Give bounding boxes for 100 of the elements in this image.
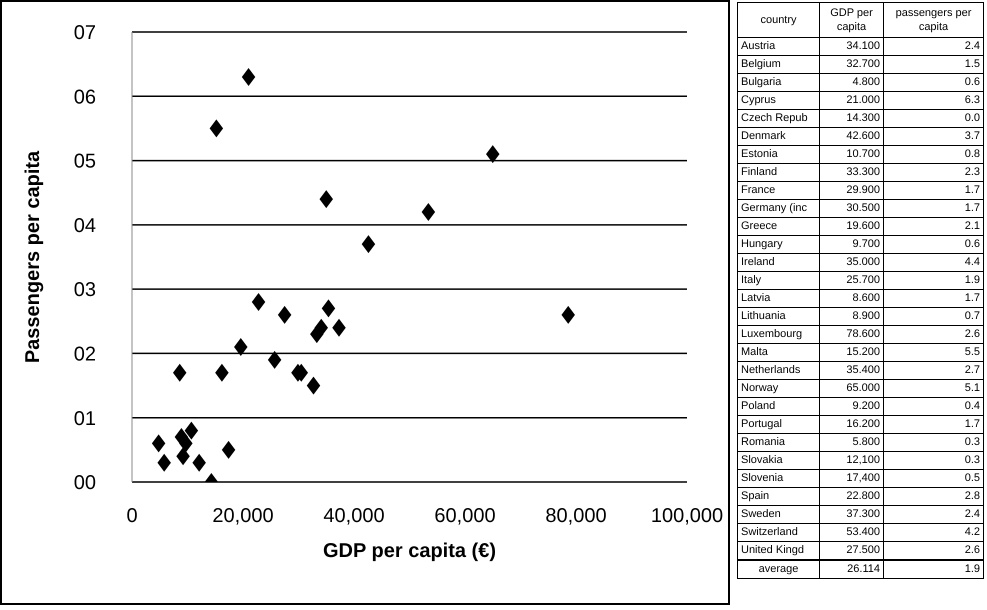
point: [422, 203, 436, 221]
y-tick-label: 01: [74, 408, 96, 430]
point: [192, 454, 206, 472]
text: 1.9: [884, 560, 984, 578]
point: [320, 190, 333, 208]
y-axis-title: Passengers per capita: [22, 150, 44, 364]
text: country: [738, 2, 820, 38]
text: 8.900: [820, 308, 884, 326]
text: United Kingd: [738, 542, 820, 560]
x-axis-title: GDP per capita (€): [322, 540, 496, 562]
x-tick-label: 100,000: [650, 505, 724, 527]
text: 6.3: [884, 92, 984, 110]
x-tick-label: 0: [126, 505, 138, 527]
text: 2.8: [884, 488, 984, 506]
text: passengers per capita: [884, 2, 984, 38]
point: [174, 428, 188, 446]
text: 0.4: [884, 398, 984, 416]
text: Spain: [738, 488, 820, 506]
text: 10.700: [820, 146, 884, 164]
text: Slovenia: [738, 470, 820, 488]
point: [332, 318, 346, 337]
text: 37.300: [820, 506, 884, 524]
point: [310, 325, 324, 344]
text: average: [738, 560, 820, 578]
point: [306, 376, 320, 395]
text: Ireland: [738, 254, 820, 272]
point: [210, 119, 224, 138]
text: Luxembourg: [738, 326, 820, 344]
text: 4.2: [884, 524, 984, 542]
text: 2.6: [884, 542, 984, 560]
y-tick-label: 04: [74, 214, 96, 237]
point: [278, 306, 292, 324]
text: 5.5: [884, 344, 984, 362]
text: Belgium: [738, 56, 820, 74]
text: France: [738, 182, 820, 200]
text: Greece: [738, 218, 820, 236]
text: 21.000: [820, 92, 884, 110]
y-tick-label: 02: [74, 344, 96, 366]
text: Poland: [738, 398, 820, 416]
text: 0.3: [884, 452, 984, 470]
x-tick-label: 60,000: [434, 505, 496, 527]
text: 53.400: [820, 524, 884, 542]
text: 42.600: [820, 128, 884, 146]
text: Cyprus: [738, 92, 820, 110]
text: 0.5: [884, 470, 984, 488]
point: [215, 364, 229, 382]
text: 3.7: [884, 128, 984, 146]
text: Slovakia: [738, 452, 820, 470]
text: 1.9: [884, 272, 984, 290]
text: 14.300: [820, 110, 884, 128]
text: 2.6: [884, 326, 984, 344]
x-tick-label: 40,000: [323, 505, 385, 527]
text: Netherlands: [738, 362, 820, 380]
text: 5.1: [884, 380, 984, 398]
text: Norway: [738, 380, 820, 398]
point: [242, 68, 256, 86]
text: 4.800: [820, 74, 884, 92]
text: Italy: [738, 272, 820, 290]
point: [234, 338, 248, 356]
y-tick-label: 07: [74, 22, 96, 44]
text: Czech Repub: [738, 110, 820, 128]
text: 9.700: [820, 236, 884, 254]
text: Portugal: [738, 416, 820, 434]
text: Hungary: [738, 236, 820, 254]
y-tick-label: 06: [74, 86, 96, 108]
text: Austria: [738, 38, 820, 56]
text: Latvia: [738, 290, 820, 308]
text: 12,100: [820, 452, 884, 470]
text: 65.000: [820, 380, 884, 398]
point: [322, 299, 336, 318]
point: [486, 145, 500, 164]
x-tick-label: 80,000: [545, 505, 607, 527]
text: 1.7: [884, 182, 984, 200]
text: 22.800: [820, 488, 884, 506]
text: 17,400: [820, 470, 884, 488]
y-tick-label: 00: [74, 472, 96, 494]
text: Germany (inc: [738, 200, 820, 218]
point: [252, 293, 266, 311]
text: Estonia: [738, 146, 820, 164]
text: 25.700: [820, 272, 884, 290]
text: 15.200: [820, 344, 884, 362]
text: 2.3: [884, 164, 984, 182]
text: 33.300: [820, 164, 884, 182]
y-tick-label: 03: [74, 279, 96, 302]
point: [561, 306, 575, 324]
point: [268, 350, 282, 369]
text: 0.3: [884, 434, 984, 452]
text: 0.6: [884, 236, 984, 254]
text: 32.700: [820, 56, 884, 74]
text: 1.5: [884, 56, 984, 74]
text: 1.7: [884, 416, 984, 434]
text: 2.1: [884, 218, 984, 236]
text: 2.4: [884, 38, 984, 56]
text: 29.900: [820, 182, 884, 200]
text: 4.4: [884, 254, 984, 272]
point: [362, 235, 376, 254]
text: Malta: [738, 344, 820, 362]
text: 8.600: [820, 290, 884, 308]
text: 5.800: [820, 434, 884, 452]
text: 1.7: [884, 200, 984, 218]
